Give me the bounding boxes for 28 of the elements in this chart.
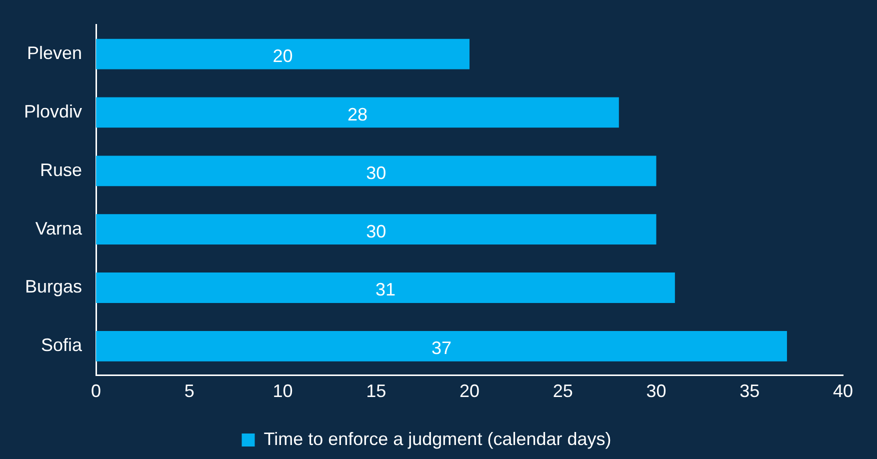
x-tick-label: 30 bbox=[646, 381, 666, 402]
x-tick-label: 40 bbox=[832, 381, 854, 402]
x-tick-label: 20 bbox=[459, 381, 480, 402]
y-tick-label: Ruse bbox=[40, 160, 82, 180]
y-tick-label: Plovdiv bbox=[24, 101, 82, 122]
x-tick-label: 25 bbox=[552, 381, 573, 402]
bar bbox=[96, 156, 656, 186]
y-tick-label: Sofia bbox=[40, 335, 84, 356]
bar bbox=[96, 214, 656, 245]
data-label: 20 bbox=[272, 46, 293, 66]
data-label: 37 bbox=[431, 338, 452, 358]
x-tick-label: 5 bbox=[184, 381, 194, 402]
bar bbox=[96, 272, 675, 303]
x-tick-label: 10 bbox=[272, 381, 293, 402]
data-label: 31 bbox=[375, 280, 396, 300]
data-label: 30 bbox=[366, 221, 386, 242]
y-tick-label: Pleven bbox=[26, 42, 82, 63]
data-label: 30 bbox=[366, 162, 386, 183]
legend-label: Time to enforce a judgment (calendar days) bbox=[264, 428, 612, 449]
x-tick-label: 15 bbox=[366, 381, 386, 402]
bar bbox=[96, 97, 619, 128]
data-label: 28 bbox=[347, 104, 368, 124]
bar bbox=[96, 38, 470, 70]
x-tick-label: 0 bbox=[91, 381, 102, 402]
x-tick-label: 35 bbox=[740, 381, 760, 402]
y-tick-label: Burgas bbox=[24, 276, 82, 297]
y-tick-label: Varna bbox=[35, 218, 84, 238]
bar bbox=[96, 330, 787, 362]
